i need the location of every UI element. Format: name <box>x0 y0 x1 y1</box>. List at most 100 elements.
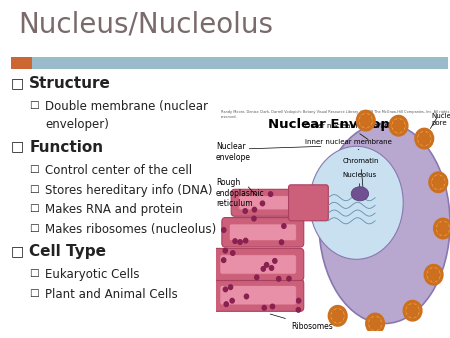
Circle shape <box>261 267 266 271</box>
Circle shape <box>431 272 436 277</box>
Text: enveloper): enveloper) <box>45 118 109 131</box>
Circle shape <box>436 221 449 236</box>
Circle shape <box>373 321 378 326</box>
Circle shape <box>446 227 449 230</box>
Circle shape <box>432 180 435 184</box>
Text: Outer nuclear membrane: Outer nuclear membrane <box>305 123 393 140</box>
FancyBboxPatch shape <box>288 185 328 221</box>
Circle shape <box>406 309 410 313</box>
Circle shape <box>433 177 436 180</box>
Circle shape <box>287 276 291 281</box>
Circle shape <box>423 142 426 146</box>
Circle shape <box>361 122 364 126</box>
Circle shape <box>377 318 380 322</box>
Circle shape <box>392 124 396 127</box>
Text: Nuclear Envelope: Nuclear Envelope <box>268 118 398 131</box>
Circle shape <box>255 275 259 280</box>
Circle shape <box>279 240 284 244</box>
Circle shape <box>277 276 281 281</box>
Circle shape <box>428 137 431 140</box>
Circle shape <box>296 308 301 312</box>
Circle shape <box>331 309 344 323</box>
Circle shape <box>445 230 448 234</box>
Text: □: □ <box>29 203 39 213</box>
Circle shape <box>252 207 256 212</box>
Circle shape <box>229 285 233 289</box>
Circle shape <box>231 251 235 255</box>
Text: □: □ <box>29 268 39 279</box>
Circle shape <box>392 119 405 133</box>
Circle shape <box>422 136 427 141</box>
Circle shape <box>244 294 248 299</box>
Circle shape <box>445 223 448 227</box>
Circle shape <box>416 309 419 313</box>
Circle shape <box>418 137 421 140</box>
Circle shape <box>428 273 431 276</box>
Circle shape <box>282 224 286 228</box>
Text: Makes RNA and protein: Makes RNA and protein <box>45 203 183 216</box>
Circle shape <box>397 129 400 133</box>
Circle shape <box>436 186 440 189</box>
Circle shape <box>436 273 440 276</box>
Circle shape <box>441 226 446 231</box>
Circle shape <box>369 322 372 325</box>
Text: Nucleus/Nucleolus: Nucleus/Nucleolus <box>18 10 273 38</box>
Circle shape <box>424 264 443 285</box>
Text: Inner nuclear membrane: Inner nuclear membrane <box>305 139 392 150</box>
Circle shape <box>414 305 418 309</box>
Circle shape <box>336 309 339 313</box>
Circle shape <box>243 209 248 213</box>
Circle shape <box>361 115 364 119</box>
Circle shape <box>415 128 434 149</box>
Circle shape <box>440 184 443 188</box>
Text: □: □ <box>29 184 39 194</box>
Circle shape <box>389 116 408 136</box>
Circle shape <box>419 133 423 137</box>
Circle shape <box>434 218 450 239</box>
Circle shape <box>368 122 371 126</box>
Circle shape <box>408 313 411 316</box>
Text: Nuclear
envelope: Nuclear envelope <box>216 142 251 162</box>
Circle shape <box>364 118 368 123</box>
Circle shape <box>261 201 265 206</box>
Circle shape <box>224 302 228 307</box>
Circle shape <box>440 177 443 180</box>
Circle shape <box>411 314 414 318</box>
Text: □: □ <box>11 244 24 258</box>
Text: □: □ <box>29 288 39 298</box>
FancyBboxPatch shape <box>212 279 304 311</box>
Circle shape <box>233 239 237 243</box>
Text: Control center of the cell: Control center of the cell <box>45 164 192 177</box>
Circle shape <box>223 287 228 292</box>
Circle shape <box>378 322 382 325</box>
Circle shape <box>364 114 367 117</box>
Circle shape <box>432 278 435 282</box>
Circle shape <box>441 221 445 225</box>
FancyBboxPatch shape <box>220 286 296 305</box>
Circle shape <box>333 318 336 321</box>
Circle shape <box>356 110 375 131</box>
Circle shape <box>435 269 439 273</box>
Text: Double membrane (nuclear: Double membrane (nuclear <box>45 100 208 113</box>
Circle shape <box>331 314 335 318</box>
Circle shape <box>377 325 380 329</box>
FancyBboxPatch shape <box>220 255 296 274</box>
Circle shape <box>429 269 432 273</box>
Text: Stores hereditary info (DNA): Stores hereditary info (DNA) <box>45 184 212 196</box>
Text: Randy Moore, Denise Clark, Darrell Vodopich: Botany Visual Resource Library © 19: Randy Moore, Denise Clark, Darrell Vodop… <box>220 110 449 119</box>
Text: Chromatin: Chromatin <box>342 158 379 190</box>
Bar <box>32 57 448 69</box>
Circle shape <box>432 268 435 271</box>
Text: □: □ <box>29 100 39 111</box>
Circle shape <box>230 298 234 303</box>
Circle shape <box>265 263 269 267</box>
Circle shape <box>426 140 429 144</box>
Text: Ribosomes: Ribosomes <box>270 314 333 331</box>
Circle shape <box>401 124 405 127</box>
Circle shape <box>238 240 242 244</box>
Circle shape <box>441 180 445 184</box>
FancyBboxPatch shape <box>222 218 304 247</box>
Circle shape <box>396 123 401 128</box>
Circle shape <box>410 308 415 313</box>
FancyBboxPatch shape <box>212 248 304 281</box>
